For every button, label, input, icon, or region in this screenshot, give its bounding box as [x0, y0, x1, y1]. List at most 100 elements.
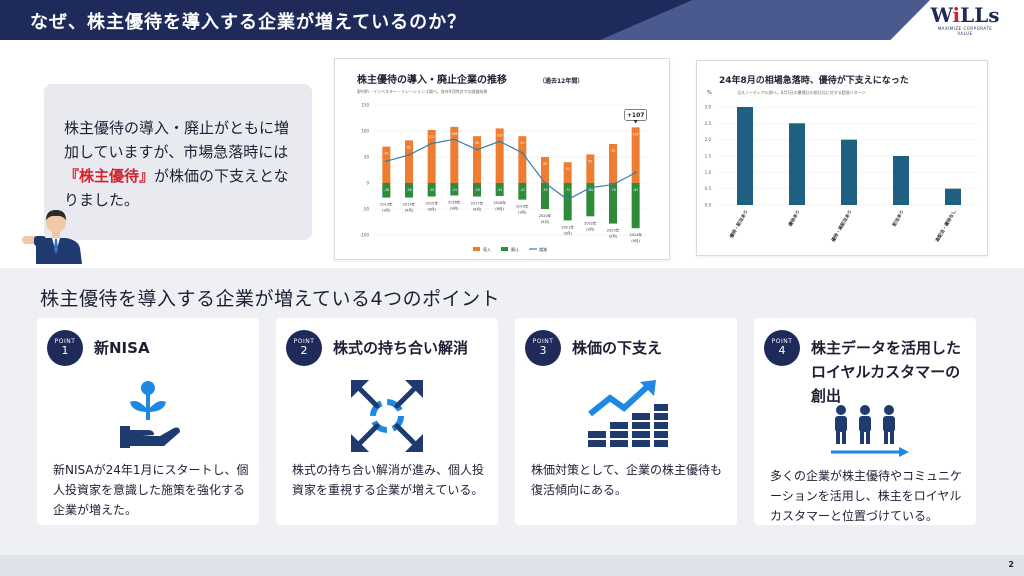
chart2-bar: [945, 188, 961, 205]
chart1-bar-introduced: [473, 136, 481, 183]
chart1-net-point: [453, 138, 456, 141]
chart1-xtick: 2015年: [425, 201, 438, 206]
chart1-net-point: [589, 186, 592, 189]
chart1-xtick-month: (9月): [631, 238, 640, 243]
chart1-label-introduced: 102: [429, 135, 435, 139]
chart1-xtick-month: (9月): [405, 208, 414, 213]
chart1-xtick-month: (9月): [473, 207, 482, 212]
point-body: 株価対策として、企業の株主優待も復活傾向にある。: [531, 463, 723, 497]
chart2-bar: [893, 156, 909, 205]
chart2-xtick: 配当あり: [891, 209, 906, 228]
intro-text: 株主優待の導入・廃止がともに増加していますが、市場急落時には『株主優待』が株価の…: [64, 119, 290, 209]
chart2-bar: [841, 139, 857, 205]
chart1-xtick: 2023年: [607, 228, 620, 233]
chart1-xtick-month: (9月): [382, 208, 391, 213]
chart1-label-introduced: 55: [588, 159, 592, 163]
chart1-bar-abolished: [427, 183, 436, 197]
chart1-bar-abolished: [631, 183, 640, 229]
chart2-xtick: 高配当・優待なし: [934, 208, 958, 243]
chart1-label-abolished: -26: [429, 188, 434, 192]
chart2-ytick: 2.0: [705, 137, 712, 142]
chart1-bar-introduced: [427, 129, 436, 183]
chart1-bar-abolished: [405, 183, 413, 198]
point-title: 株主データを活用したロイヤルカスタマーの創出: [811, 339, 962, 405]
businessman-pointing-icon: [22, 210, 82, 264]
chart1-xtick: 2016年: [448, 199, 461, 204]
page-number: 2: [1008, 560, 1014, 569]
chart1-label-introduced: 82: [407, 145, 411, 149]
point-badge: POINT 1: [47, 330, 83, 366]
chart1-bar-abolished: [473, 183, 481, 197]
chart2-xtick: 優待・高配当あり: [829, 209, 854, 245]
chart1-xtick: 2013年: [380, 202, 393, 207]
chart1-title: 株主優待の導入・廃止企業の推移: [357, 73, 507, 86]
chart1-label-introduced: 75: [611, 149, 615, 153]
chart1-net-point: [634, 171, 637, 174]
chart1-bar-introduced: [518, 136, 527, 183]
chart-benefit-introduction-trend: 株主優待の導入・廃止企業の推移 （過去12年間） 野村IR・インベスター・リレー…: [334, 58, 670, 260]
point-badge: POINT 3: [525, 330, 561, 366]
slide-header: なぜ、株主優待を導入する企業が増えているのか？ WiLLs MAXIMIZE C…: [0, 0, 1024, 40]
chart2-ylabel: %: [707, 90, 712, 96]
chart1-xtick-month: (9月): [563, 230, 572, 235]
chart1-label-abolished: -25: [497, 188, 502, 192]
chart1-label-introduced: 105: [497, 133, 503, 137]
chart1-label-abolished: -50: [542, 188, 547, 192]
rising-stock-icon: [588, 380, 668, 447]
chart1-bar-introduced: [586, 154, 595, 183]
chart1-label-introduced: 40: [566, 167, 570, 171]
chart2-ytick: 1.5: [705, 154, 712, 159]
chart1-xtick-month: (9月): [450, 205, 459, 210]
point-title: 株式の持ち合い解消: [333, 339, 469, 357]
chart1-bar-abolished: [450, 183, 459, 196]
chart1-bar-introduced: [563, 162, 572, 183]
wills-logo: WiLLs MAXIMIZE CORPORATE VALUE: [930, 3, 1000, 36]
chart1-bar-abolished: [495, 183, 504, 196]
chart1-net-line: [386, 138, 636, 201]
chart1-ytick: 50: [364, 155, 370, 160]
chart1-bar-introduced: [382, 146, 391, 183]
chart1-label-abolished: -24: [452, 188, 457, 192]
intro-callout-box: [44, 84, 312, 240]
chart1-net-point: [385, 160, 388, 163]
chart1-subtitle: 野村IR・インベスター・リレーションズ調べ。各年9月時点での調査結果: [357, 88, 487, 94]
chart1-xtick-month: (9月): [541, 219, 550, 224]
chart1-net-point: [430, 142, 433, 145]
chart1-net-point: [408, 153, 410, 156]
chart1-net-point: [544, 182, 546, 184]
chart-august-crash-returns: 24年8月の相場急落時、優待が下支えになった % 当スノーディアル調べ。8月5日…: [696, 60, 988, 256]
chart1-bar-introduced: [609, 144, 617, 183]
chart1-bar-introduced: [405, 140, 413, 183]
people-arrow-icon: [831, 405, 909, 457]
chart2-ytick: 3.0: [705, 105, 712, 110]
chart1-xtick: 2022年: [584, 220, 597, 225]
point-title: 新NISA: [94, 339, 150, 357]
chart1-label-abolished: -26: [474, 188, 479, 192]
chart2-xtick: 優待あり: [786, 209, 802, 229]
chart1-ytick: -100: [360, 233, 370, 238]
chart1-svg: 株主優待の導入・廃止企業の推移 （過去12年間） 野村IR・インベスター・リレー…: [357, 73, 647, 252]
chart2-svg: 24年8月の相場急落時、優待が下支えになった % 当スノーディアル調べ。8月5日…: [705, 74, 979, 245]
chart1-xtick-month: (9月): [427, 207, 436, 212]
chart1-xtick: 2014年: [403, 202, 416, 207]
chart1-bar-introduced: [450, 126, 459, 183]
chart1-net-point: [476, 148, 478, 151]
point-body: 株式の持ち合い解消が進み、個人投資家を重視する企業が増えている。: [292, 463, 485, 497]
chart2-subtitle: 当スノーディアル調べ。8月5日の暴落日の前日比に対する超過リターン: [737, 89, 866, 95]
chart1-xtick: 2019年: [516, 204, 529, 209]
chart2-ytick: 0.0: [705, 203, 712, 208]
chart1-bar-introduced: [495, 128, 504, 183]
chart1-legend-label: 廃止: [511, 246, 519, 252]
chart1-xtick-month: (9月): [586, 226, 595, 231]
slide-footer: 2: [0, 555, 1024, 576]
chart1-bar-introduced: [631, 127, 640, 183]
chart1-net-point: [498, 140, 501, 143]
point-body: 多くの企業が株主優待やコミュニケーションを活用し、株主をロイヤルカスタマーと位置…: [770, 469, 963, 523]
chart1-label-abolished: -87: [633, 188, 638, 192]
chart1-bar-abolished: [518, 183, 527, 200]
chart2-bar: [789, 123, 805, 205]
chart1-callout-pointer: [633, 120, 638, 124]
slide-title: なぜ、株主優待を導入する企業が増えているのか？: [30, 12, 467, 33]
chart1-label-introduced: 107: [633, 132, 639, 136]
point-card-3: POINT 3 株価の下支え 株価対策として、企業の株主優待も復活傾向にある。: [515, 318, 737, 525]
